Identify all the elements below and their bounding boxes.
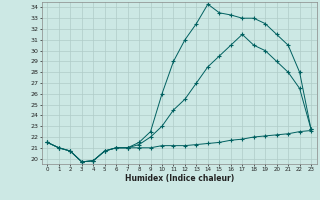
X-axis label: Humidex (Indice chaleur): Humidex (Indice chaleur) [124, 174, 234, 183]
